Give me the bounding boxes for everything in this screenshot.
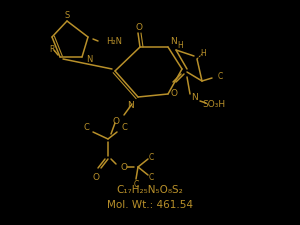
- Text: H₂N: H₂N: [106, 37, 122, 46]
- Text: C: C: [121, 122, 127, 131]
- Text: O: O: [92, 173, 100, 182]
- Text: R: R: [49, 45, 55, 54]
- Text: N: N: [169, 37, 176, 46]
- Text: C: C: [148, 153, 154, 162]
- Text: N: N: [86, 54, 92, 63]
- Text: N: N: [127, 101, 134, 110]
- Text: SO₃H: SO₃H: [202, 100, 226, 109]
- Text: S: S: [64, 11, 70, 20]
- Text: O: O: [136, 23, 142, 32]
- Text: O: O: [121, 163, 128, 172]
- Text: C: C: [134, 180, 139, 189]
- Text: H: H: [177, 41, 183, 50]
- Text: H: H: [200, 48, 206, 57]
- Text: C: C: [83, 122, 89, 131]
- Text: Mol. Wt.: 461.54: Mol. Wt.: 461.54: [107, 199, 193, 209]
- Text: C₁₇H₂₅N₅O₈S₂: C₁₇H₂₅N₅O₈S₂: [117, 184, 183, 194]
- Text: C: C: [218, 72, 223, 81]
- Text: N: N: [190, 93, 197, 102]
- Text: O: O: [112, 117, 119, 126]
- Text: C: C: [148, 173, 154, 182]
- Text: O: O: [170, 89, 178, 98]
